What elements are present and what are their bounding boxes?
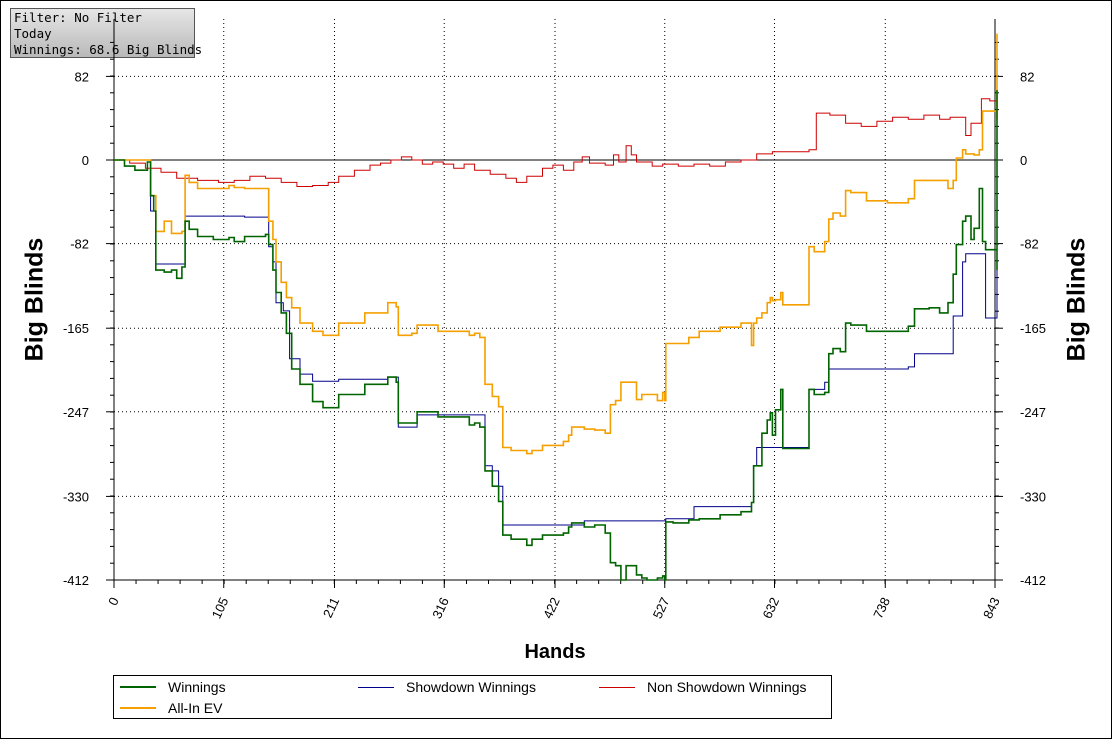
x-tick-label: 738 xyxy=(870,595,893,621)
y-tick-label-left: -82 xyxy=(70,237,89,252)
series-line-non-showdown-winnings xyxy=(114,68,998,187)
winnings-text: Winnings: 68.6 Big Blinds xyxy=(14,42,203,57)
legend-label-all-in-ev: All-In EV xyxy=(168,700,223,716)
legend-item-non-showdown-winnings: Non Showdown Winnings xyxy=(599,678,807,696)
period-text: Today xyxy=(14,26,52,41)
legend-item-showdown-winnings: Showdown Winnings xyxy=(358,678,536,696)
legend-swatch-showdown-winnings xyxy=(358,686,394,688)
y-tick-label-right: -330 xyxy=(1020,489,1046,504)
legend-swatch-non-showdown-winnings xyxy=(599,686,635,688)
x-tick-label: 316 xyxy=(429,595,452,621)
y-tick-label-left: -247 xyxy=(63,405,89,420)
y-tick-label-left: 0 xyxy=(82,153,89,168)
series-line-showdown-winnings xyxy=(114,82,998,526)
series-line-all-in-ev xyxy=(114,33,998,455)
y-tick-label-right: 0 xyxy=(1020,153,1027,168)
winnings-chart: 82 0 -82 -165 -247 -330 -412 82 0 -82 -165 -247 -33… xyxy=(63,19,1046,621)
x-axis: 0 105 211 316 422 527 632 738 843 xyxy=(105,580,1003,621)
y-tick-label-right: -82 xyxy=(1020,237,1039,252)
x-tick-label: 422 xyxy=(540,595,563,621)
x-tick-label: 105 xyxy=(209,595,232,621)
y-tick-label-right: -412 xyxy=(1020,573,1046,588)
y-tick-label-left: -412 xyxy=(63,573,89,588)
legend-item-all-in-ev: All-In EV xyxy=(120,699,222,717)
axes xyxy=(113,19,996,581)
y-axis-label-left: Big Blinds xyxy=(20,237,49,362)
x-tick-label: 211 xyxy=(320,595,342,620)
y-tick-label-right: -247 xyxy=(1020,405,1046,420)
y-tick-label-right: 82 xyxy=(1020,69,1034,84)
legend-swatch-winnings xyxy=(120,686,156,688)
y-axis-left: 82 0 -82 -165 -247 -330 -412 xyxy=(63,41,114,588)
x-tick-label: 527 xyxy=(650,595,673,621)
y-tick-label-right: -165 xyxy=(1020,321,1046,336)
series-layer xyxy=(114,33,998,581)
series-line-winnings xyxy=(114,90,998,581)
filter-info-box: Filter: No Filter Today Winnings: 68.6 B… xyxy=(10,8,203,58)
filter-text: Filter: No Filter xyxy=(14,10,142,25)
y-tick-label-left: -165 xyxy=(63,321,89,336)
x-tick-label: 0 xyxy=(105,595,122,608)
legend-label-showdown-winnings: Showdown Winnings xyxy=(406,679,536,695)
x-tick-label: 843 xyxy=(980,595,1003,621)
legend-label-winnings: Winnings xyxy=(168,679,226,695)
grid-lines xyxy=(114,19,995,580)
legend-swatch-all-in-ev xyxy=(120,707,156,709)
legend-item-winnings: Winnings xyxy=(120,678,226,696)
y-tick-label-left: 82 xyxy=(75,69,89,84)
y-axis-right: 82 0 -82 -165 -247 -330 -412 xyxy=(995,41,1046,588)
y-tick-label-left: -330 xyxy=(63,489,89,504)
y-axis-label-right: Big Blinds xyxy=(1062,237,1091,362)
legend-label-non-showdown-winnings: Non Showdown Winnings xyxy=(647,679,807,695)
legend: Winnings Showdown Winnings Non Showdown … xyxy=(113,675,832,719)
x-tick-label: 632 xyxy=(759,595,782,621)
x-axis-label: Hands xyxy=(524,641,586,663)
